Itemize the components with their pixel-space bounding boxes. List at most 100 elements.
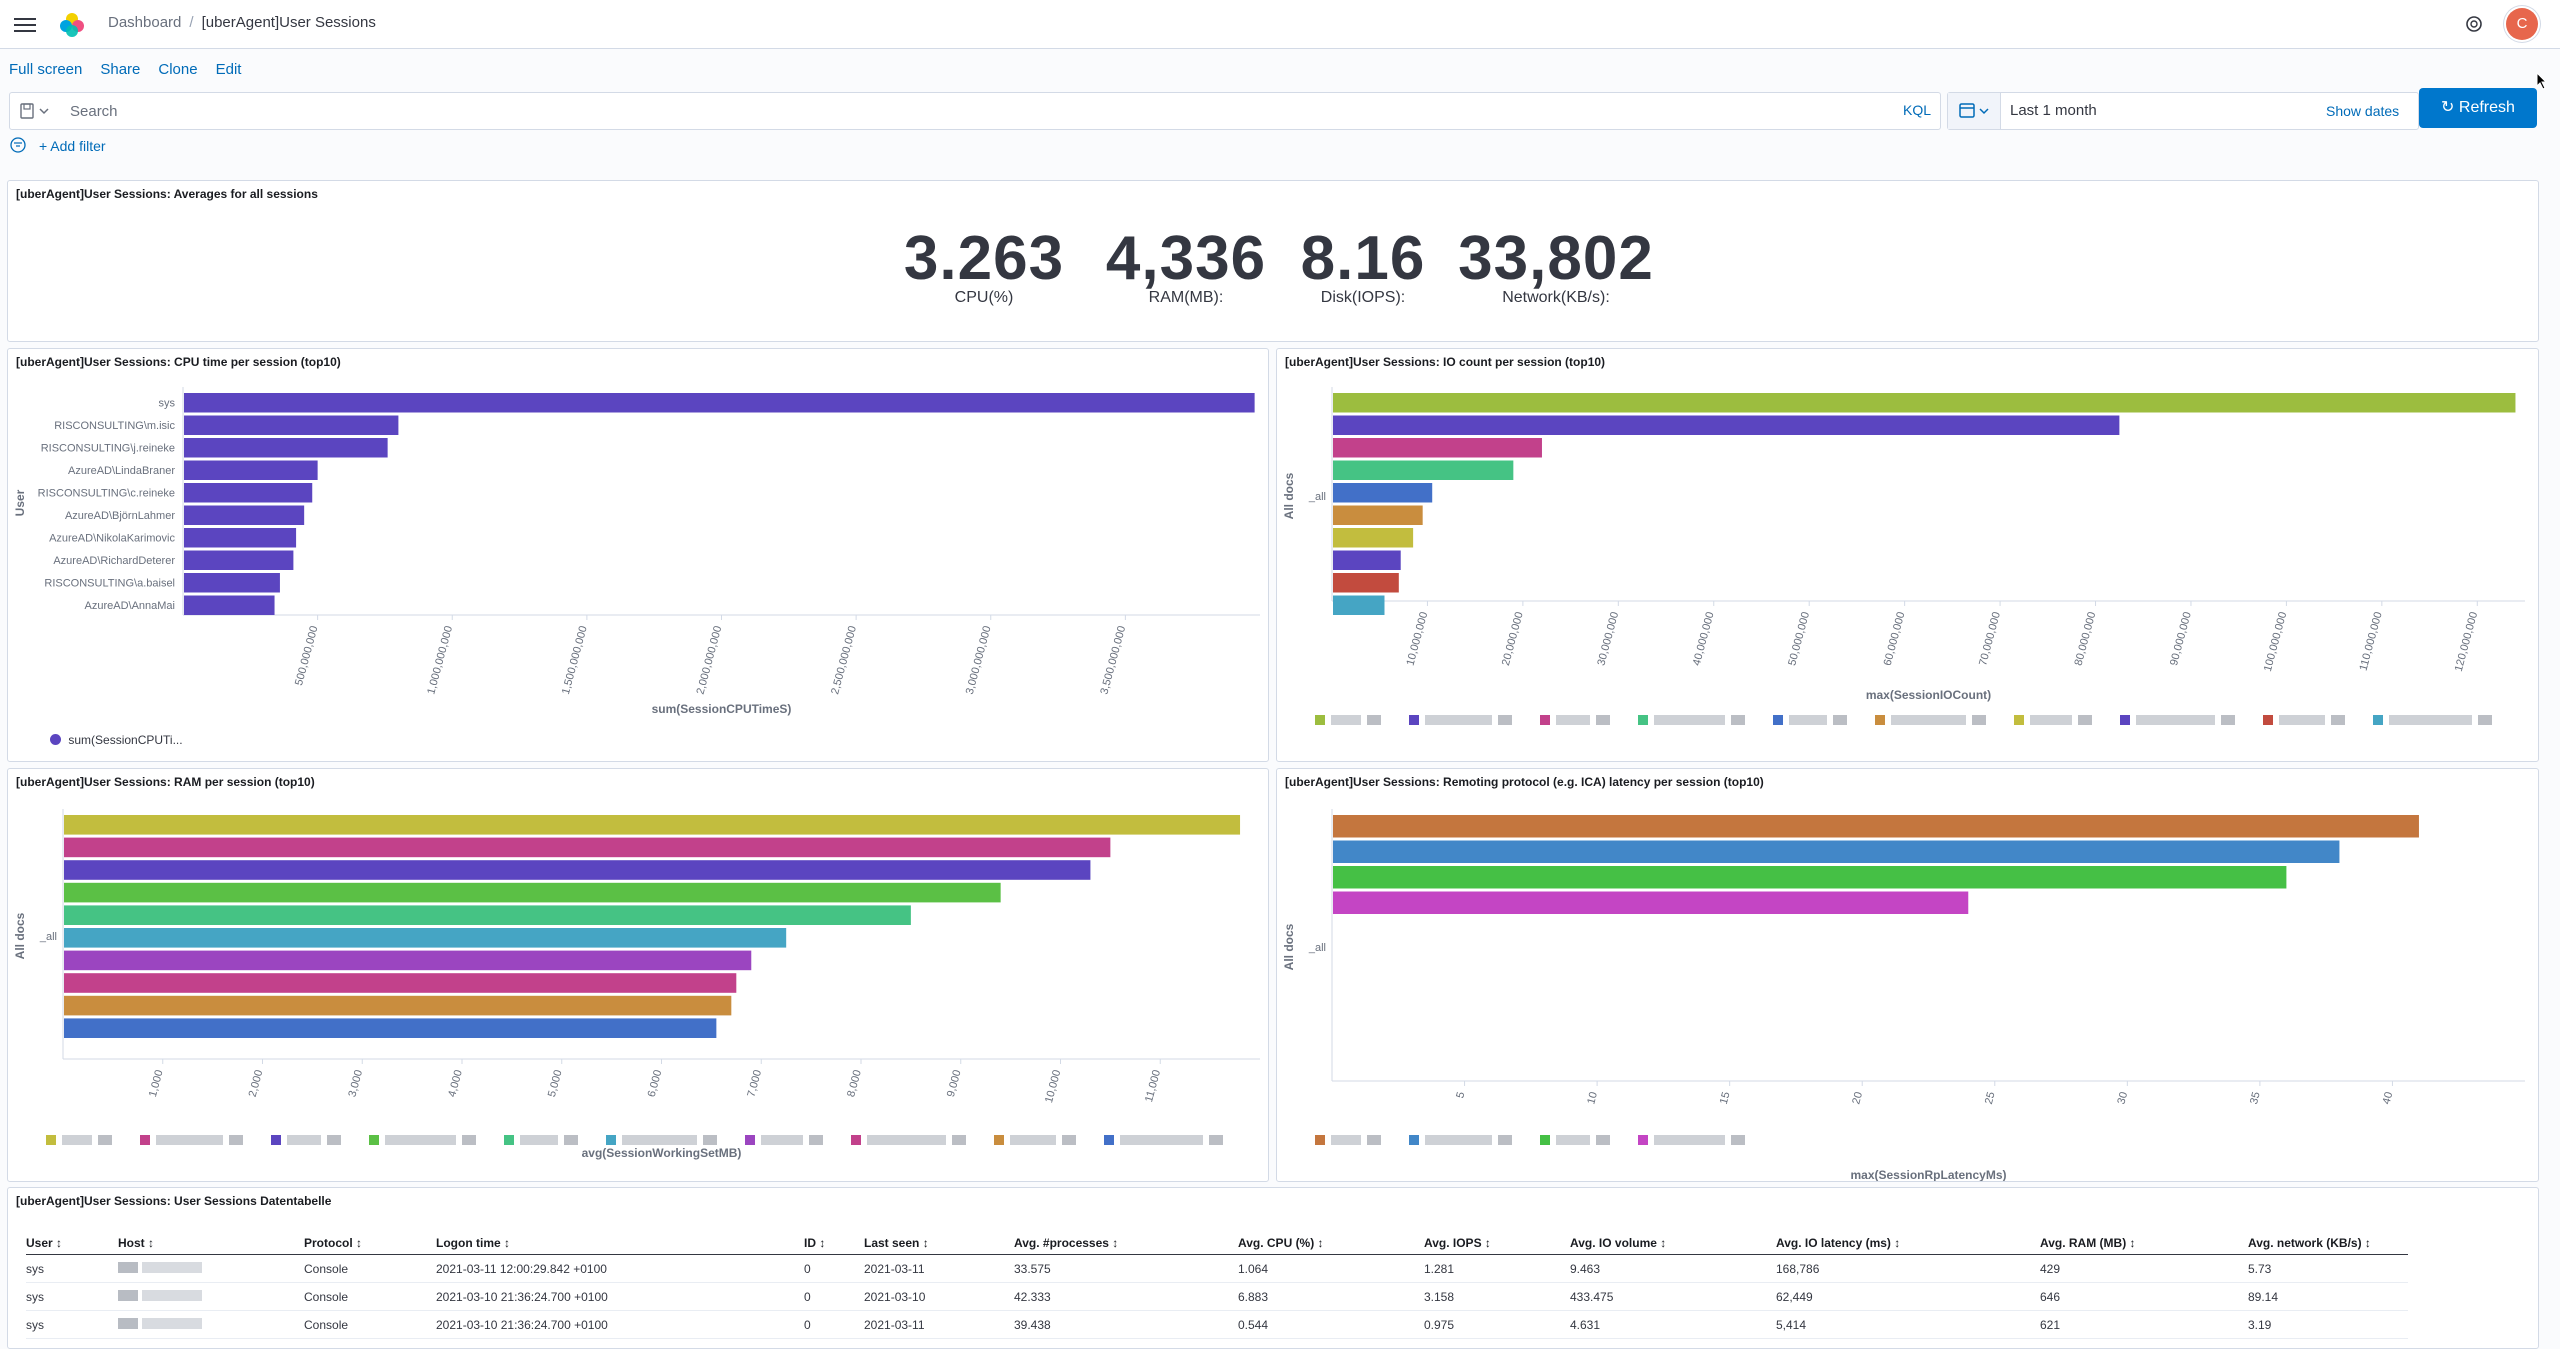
table-cell: 2021-03-10 bbox=[864, 1282, 1014, 1311]
redacted-host bbox=[142, 1261, 202, 1273]
column-header[interactable]: User ↕ bbox=[26, 1232, 118, 1255]
mouse-cursor-icon bbox=[2536, 72, 2548, 90]
bar bbox=[64, 882, 1001, 903]
column-header[interactable]: Avg. network (KB/s) ↕ bbox=[2248, 1232, 2408, 1255]
legend-redacted-label bbox=[1556, 1135, 1590, 1145]
legend-redacted-label bbox=[1731, 1135, 1745, 1145]
x-tick-label: 1,000 bbox=[147, 1069, 166, 1099]
table-cell: sys bbox=[26, 1310, 118, 1339]
menu-icon[interactable] bbox=[14, 14, 36, 34]
legend-redacted-label bbox=[1367, 715, 1381, 725]
column-header[interactable]: Protocol ↕ bbox=[304, 1232, 436, 1255]
table-cell: 5,414 bbox=[1776, 1310, 2040, 1339]
x-tick-label: 5,000 bbox=[546, 1069, 565, 1099]
legend-swatch bbox=[606, 1135, 616, 1145]
calendar-button[interactable] bbox=[1948, 93, 2001, 129]
metric-label: CPU(%) bbox=[954, 289, 1014, 306]
column-header[interactable]: Avg. CPU (%) ↕ bbox=[1238, 1232, 1424, 1255]
legend-redacted-label bbox=[462, 1135, 476, 1145]
share-link[interactable]: Share bbox=[100, 61, 141, 78]
legend-redacted-label bbox=[1596, 1135, 1610, 1145]
clone-link[interactable]: Clone bbox=[158, 61, 198, 78]
y-tick-label: RISCONSULTING\m.isic bbox=[54, 420, 175, 432]
x-axis-title: max(SessionIOCount) bbox=[1866, 688, 1991, 702]
x-tick-label: 20 bbox=[1850, 1091, 1865, 1106]
legend-redacted-label bbox=[952, 1135, 966, 1145]
column-header[interactable]: ID ↕ bbox=[804, 1232, 864, 1255]
x-tick-label: 5 bbox=[1454, 1091, 1467, 1100]
edit-link[interactable]: Edit bbox=[215, 61, 242, 78]
sessions-table: User ↕ Host ↕ Protocol ↕ Logon time ↕ ID ↕ La… bbox=[26, 1232, 2408, 1339]
refresh-button[interactable]: ↻ Refresh bbox=[2419, 88, 2537, 128]
table-cell bbox=[118, 1254, 304, 1283]
x-tick-label: 30,000,000 bbox=[1595, 611, 1621, 667]
legend-swatch bbox=[1875, 715, 1885, 725]
table-cell: 1.281 bbox=[1424, 1254, 1570, 1283]
legend-swatch bbox=[2373, 715, 2383, 725]
top-nav: Full screen Share Clone Edit bbox=[9, 61, 259, 78]
legend-swatch bbox=[1638, 1135, 1648, 1145]
table-body: sys Console 2021-03-11 12:00:29.842 +0100 0… bbox=[26, 1254, 2408, 1339]
column-header[interactable]: Host ↕ bbox=[118, 1232, 304, 1255]
avatar[interactable]: C bbox=[2506, 8, 2538, 40]
elastic-logo-icon[interactable] bbox=[58, 10, 86, 38]
help-icon[interactable] bbox=[2464, 14, 2484, 34]
bar bbox=[1333, 573, 1399, 593]
legend-redacted-label bbox=[520, 1135, 558, 1145]
x-tick-label: 8,000 bbox=[845, 1069, 864, 1099]
bar bbox=[184, 438, 388, 458]
column-header[interactable]: Avg. #processes ↕ bbox=[1014, 1232, 1238, 1255]
legend-label[interactable]: sum(SessionCPUTi... bbox=[68, 733, 183, 747]
column-header[interactable]: Avg. IO latency (ms) ↕ bbox=[1776, 1232, 2040, 1255]
date-picker[interactable]: Last 1 month Show dates bbox=[1947, 92, 2419, 130]
bar bbox=[184, 528, 297, 548]
io-count-panel: [uberAgent]User Sessions: IO count per s… bbox=[1276, 348, 2539, 762]
table-cell: 89.14 bbox=[2248, 1282, 2408, 1311]
bar bbox=[64, 837, 1111, 858]
legend-swatch bbox=[1104, 1135, 1114, 1145]
x-tick-label: 2,000 bbox=[247, 1069, 266, 1099]
x-tick-label: 11,000 bbox=[1143, 1069, 1163, 1104]
bar bbox=[184, 595, 275, 615]
legend-redacted-label bbox=[1010, 1135, 1056, 1145]
kql-button[interactable]: KQL bbox=[1903, 102, 1932, 118]
panel-title: [uberAgent]User Sessions: CPU time per s… bbox=[16, 355, 341, 369]
x-tick-label: 500,000,000 bbox=[293, 625, 320, 687]
x-tick-label: 10 bbox=[1585, 1091, 1600, 1106]
bar bbox=[1333, 595, 1385, 615]
add-filter-link[interactable]: + Add filter bbox=[39, 138, 106, 154]
legend-redacted-label bbox=[1062, 1135, 1076, 1145]
column-header[interactable]: Avg. IOPS ↕ bbox=[1424, 1232, 1570, 1255]
table-row: sys Console 2021-03-11 12:00:29.842 +0100 0… bbox=[26, 1254, 2408, 1283]
x-tick-label: 15 bbox=[1718, 1091, 1733, 1106]
column-header[interactable]: Logon time ↕ bbox=[436, 1232, 804, 1255]
breadcrumb-dashboard[interactable]: Dashboard bbox=[108, 14, 182, 31]
legend-redacted-label bbox=[2136, 715, 2215, 725]
search-input[interactable] bbox=[68, 99, 1322, 123]
show-dates-link[interactable]: Show dates bbox=[2326, 103, 2400, 119]
saved-query-icon[interactable] bbox=[20, 101, 60, 121]
metric-value: 8.16 bbox=[1300, 224, 1426, 293]
table-cell: 2021-03-11 bbox=[864, 1254, 1014, 1283]
date-range-value[interactable]: Last 1 month bbox=[2010, 102, 2097, 119]
x-tick-label: 50,000,000 bbox=[1786, 611, 1812, 667]
column-header[interactable]: Avg. IO volume ↕ bbox=[1570, 1232, 1776, 1255]
x-axis-title: avg(SessionWorkingSetMB) bbox=[582, 1146, 742, 1160]
legend-redacted-label bbox=[564, 1135, 578, 1145]
bar bbox=[64, 905, 911, 925]
full-screen-link[interactable]: Full screen bbox=[9, 61, 83, 78]
metric-cpu: 3.263 CPU(%) bbox=[894, 228, 1074, 307]
column-header[interactable]: Last seen ↕ bbox=[864, 1232, 1014, 1255]
metric-ram: 4,336 RAM(MB): bbox=[1096, 228, 1276, 307]
legend-redacted-label bbox=[62, 1135, 92, 1145]
y-tick-label: sys bbox=[159, 397, 176, 409]
legend-swatch bbox=[2014, 715, 2024, 725]
filter-icon[interactable] bbox=[9, 136, 27, 154]
legend-redacted-label bbox=[2478, 715, 2492, 725]
x-tick-label: 60,000,000 bbox=[1882, 611, 1908, 667]
legend-redacted-label bbox=[1498, 715, 1512, 725]
column-header[interactable]: Avg. RAM (MB) ↕ bbox=[2040, 1232, 2248, 1255]
table-cell: 62,449 bbox=[1776, 1282, 2040, 1311]
table-cell: 2021-03-11 12:00:29.842 +0100 bbox=[436, 1254, 804, 1283]
legend-redacted-label bbox=[1654, 715, 1725, 725]
